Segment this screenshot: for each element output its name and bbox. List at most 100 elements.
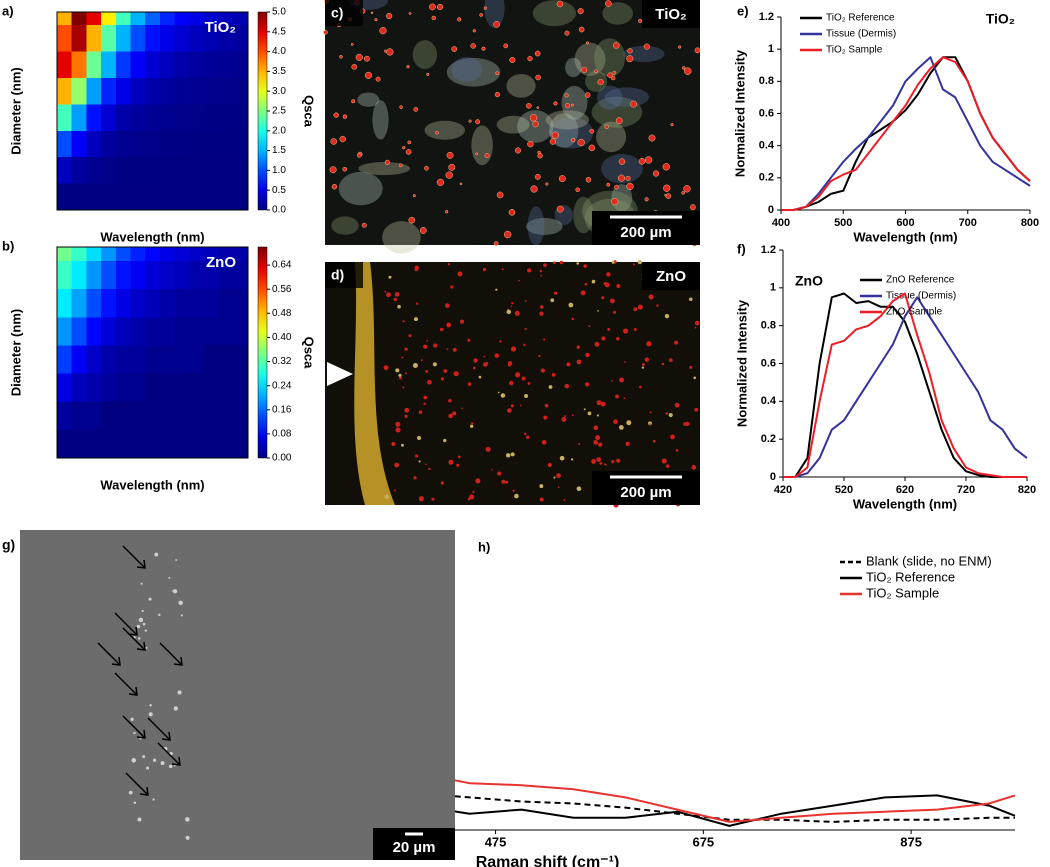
- particle: [563, 499, 566, 501]
- heatmap-cell: [130, 25, 146, 53]
- heatmap-cell: [218, 401, 234, 431]
- heatmap-cell: [145, 401, 161, 431]
- particle: [405, 372, 408, 375]
- particle: [404, 414, 408, 418]
- particle: [398, 373, 402, 377]
- texture: [596, 121, 627, 153]
- particle: [452, 411, 457, 416]
- heatmap-cell: [174, 401, 190, 431]
- tag: ZnO: [206, 254, 236, 271]
- particle: [577, 8, 584, 15]
- heatmap-cell: [233, 104, 248, 132]
- particle: [576, 345, 580, 349]
- texture: [532, 0, 577, 27]
- particle: [424, 165, 429, 171]
- particle: [494, 91, 500, 98]
- particle: [357, 153, 362, 158]
- particle: [644, 197, 649, 202]
- pointer-arrow: [125, 772, 149, 796]
- particle: [144, 629, 147, 632]
- particle: [446, 322, 452, 328]
- particle: [148, 597, 152, 601]
- particle: [507, 408, 512, 413]
- heatmap-cell: [130, 247, 146, 262]
- particle: [384, 49, 388, 53]
- particle: [694, 407, 699, 412]
- x-tick-label: 700: [959, 217, 977, 229]
- particle: [551, 373, 556, 377]
- heatmap-cell: [189, 261, 205, 290]
- heatmap-cell: [145, 51, 161, 79]
- heatmap-cell: [174, 183, 190, 210]
- particle: [440, 377, 445, 381]
- heatmap-cell: [203, 157, 220, 185]
- heatmap-cell: [101, 183, 117, 210]
- heatmap-cell: [218, 261, 234, 290]
- colorbar-tick-label: 0.16: [272, 404, 292, 415]
- particle: [564, 383, 570, 389]
- heatmap-cell: [115, 345, 131, 375]
- particle: [149, 703, 152, 707]
- particle: [136, 624, 141, 629]
- particle: [423, 344, 428, 349]
- heatmap-cell: [101, 429, 117, 458]
- particle: [418, 460, 421, 463]
- particle: [395, 427, 401, 433]
- heatmap-cell: [71, 130, 87, 158]
- particle: [511, 301, 514, 305]
- particle: [693, 376, 697, 380]
- particle: [611, 260, 615, 264]
- particle: [417, 435, 422, 441]
- heatmap-cell: [71, 317, 87, 346]
- heatmap-cell: [115, 317, 131, 346]
- heatmap-cell: [130, 261, 146, 290]
- particle: [530, 185, 538, 193]
- particle: [683, 185, 691, 193]
- heatmap-cell: [101, 157, 117, 185]
- heatmap-cell: [86, 183, 102, 210]
- particle: [652, 170, 660, 177]
- heatmap-cell: [174, 104, 190, 132]
- heatmap-cell: [130, 104, 146, 132]
- particle: [661, 362, 665, 366]
- particle: [175, 559, 178, 561]
- heatmap-cell: [71, 157, 87, 185]
- particle: [570, 103, 574, 107]
- particle: [457, 271, 463, 277]
- heatmap-cell: [115, 130, 131, 158]
- heatmap-cell: [189, 289, 205, 318]
- particle: [540, 274, 542, 277]
- particle: [644, 156, 653, 164]
- particle: [534, 50, 541, 57]
- particle: [386, 48, 394, 56]
- particle: [485, 446, 491, 452]
- heatmap-cell: [159, 429, 176, 458]
- particle: [404, 347, 408, 351]
- particle: [475, 119, 481, 125]
- particle: [445, 171, 453, 179]
- particle: [128, 790, 133, 795]
- particle: [576, 486, 582, 492]
- heatmap-cell: [189, 130, 205, 158]
- particle: [543, 263, 547, 267]
- particle: [407, 140, 412, 145]
- particle: [646, 341, 652, 347]
- colorbar: [257, 246, 268, 459]
- x-axis-label: Wavelength (nm): [853, 229, 957, 244]
- heatmap-cell: [233, 317, 248, 346]
- particle: [444, 210, 449, 214]
- particle: [604, 124, 609, 130]
- line-series: [783, 292, 1027, 478]
- particle: [364, 71, 373, 79]
- particle: [446, 348, 449, 351]
- particle: [506, 309, 512, 315]
- heatmap-cell: [189, 429, 205, 458]
- heatmap-cell: [115, 104, 131, 132]
- particle: [564, 103, 571, 109]
- heatmap-cell: [159, 130, 176, 158]
- texture: [372, 100, 389, 140]
- legend-label: Tissue (Dermis): [886, 291, 956, 302]
- particle: [457, 455, 461, 459]
- tag: TiO₂: [655, 6, 686, 23]
- heatmap-cell: [189, 157, 205, 185]
